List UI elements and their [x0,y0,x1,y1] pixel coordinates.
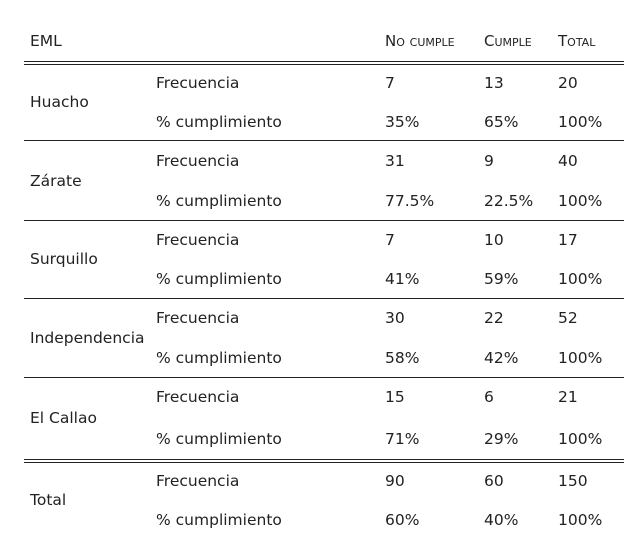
group-name: Independencia [30,329,145,347]
cell-total: 21 [558,388,578,406]
row-divider [24,377,624,378]
cell-total: 100% [558,511,603,529]
cell-total: 52 [558,309,578,327]
group-name: Surquillo [30,250,98,268]
row-label: % cumplimiento [156,270,282,288]
cell-cumple: 42% [484,349,519,367]
group-name: Zárate [30,172,82,190]
group-name: Huacho [30,93,89,111]
cell-cumple: 10 [484,231,504,249]
cell-cumple: 13 [484,74,504,92]
cell-total: 100% [558,270,603,288]
cell-cumple: 59% [484,270,519,288]
row-label: % cumplimiento [156,349,282,367]
row-label: Frecuencia [156,152,240,170]
header-cumple: Cumple [484,32,532,50]
row-label: % cumplimiento [156,430,282,448]
cell-cumple: 9 [484,152,494,170]
group-name: El Callao [30,409,97,427]
cell-no-cumple: 31 [385,152,405,170]
cell-cumple: 6 [484,388,494,406]
cell-no-cumple: 7 [385,231,395,249]
cell-total: 150 [558,472,588,490]
row-label: Frecuencia [156,231,240,249]
cell-no-cumple: 35% [385,113,420,131]
header-total: Total [558,32,596,50]
total-divider [24,459,624,463]
cell-cumple: 40% [484,511,519,529]
row-divider [24,298,624,299]
row-label: % cumplimiento [156,511,282,529]
cell-total: 100% [558,113,603,131]
cell-no-cumple: 90 [385,472,405,490]
cell-no-cumple: 15 [385,388,405,406]
row-label: % cumplimiento [156,192,282,210]
cell-total: 40 [558,152,578,170]
cell-no-cumple: 30 [385,309,405,327]
cell-cumple: 22 [484,309,504,327]
cell-no-cumple: 77.5% [385,192,435,210]
cell-cumple: 22.5% [484,192,534,210]
cell-no-cumple: 71% [385,430,420,448]
cell-total: 17 [558,231,578,249]
row-label: Frecuencia [156,472,240,490]
cell-total: 100% [558,349,603,367]
header-no-cumple: No cumple [385,32,455,50]
cell-total: 100% [558,430,603,448]
header-divider [24,61,624,65]
row-label: Frecuencia [156,309,240,327]
cell-cumple: 65% [484,113,519,131]
row-label: % cumplimiento [156,113,282,131]
row-label: Frecuencia [156,74,240,92]
row-divider [24,220,624,221]
cell-no-cumple: 60% [385,511,420,529]
header-eml: EML [30,32,62,50]
cell-total: 20 [558,74,578,92]
cell-no-cumple: 41% [385,270,420,288]
cell-cumple: 29% [484,430,519,448]
cell-no-cumple: 7 [385,74,395,92]
cell-total: 100% [558,192,603,210]
cell-no-cumple: 58% [385,349,420,367]
row-label: Frecuencia [156,388,240,406]
row-divider [24,140,624,141]
cell-cumple: 60 [484,472,504,490]
group-name: Total [30,491,67,509]
